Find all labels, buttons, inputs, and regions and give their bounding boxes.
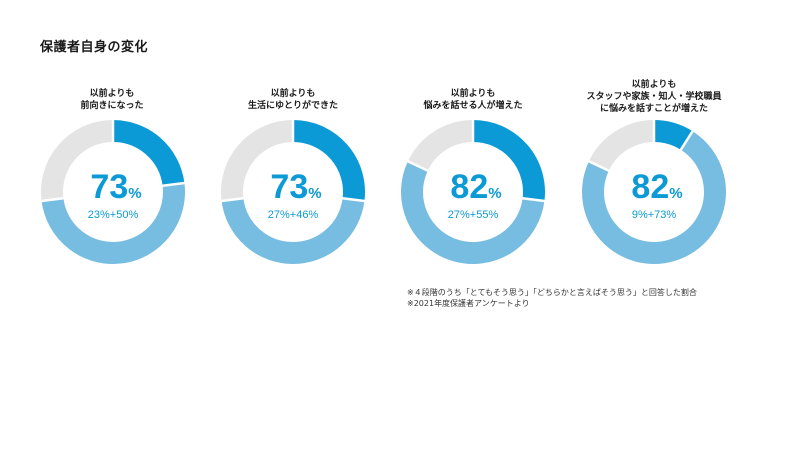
breakdown-value: 9%+73%	[632, 209, 677, 221]
chart-label-line: 生活にゆとりができた	[247, 101, 338, 111]
donut-chart-1: 73% 23%+50%	[40, 119, 186, 264]
slice-strongly-agree	[653, 120, 693, 151]
breakdown-value: 27%+46%	[268, 209, 319, 221]
chart-label-4: 以前よりも スタッフや家族・知人・学校職員 に悩みを話すことが増えた	[554, 79, 754, 115]
chart-label-line: 悩みを話せる人が増えた	[423, 101, 523, 111]
slice-remainder	[588, 120, 655, 172]
total-value: 73%	[90, 168, 141, 206]
footnote-source: ※2021年度保護者アンケートより	[407, 299, 530, 308]
slice-somewhat-agree	[582, 131, 726, 264]
chart-label-1: 以前よりも 前向きになった	[12, 88, 212, 112]
total-value: 82%	[450, 168, 501, 206]
slice-separator	[406, 159, 430, 173]
breakdown-value: 27%+55%	[448, 209, 499, 221]
slice-strongly-agree	[472, 120, 545, 202]
slice-remainder	[221, 120, 294, 202]
slice-separator	[341, 196, 366, 203]
slice-separator	[220, 196, 245, 203]
slice-separator	[40, 196, 65, 203]
slice-somewhat-agree	[401, 161, 545, 264]
slice-separator	[679, 129, 695, 152]
breakdown-value: 23%+50%	[88, 209, 139, 221]
chart-label-line: 以前よりも	[631, 80, 677, 90]
chart-label-line: 以前よりも	[89, 89, 135, 99]
chart-label-line: に悩みを話すことが増えた	[599, 104, 708, 114]
donut-chart-2: 73% 27%+46%	[220, 119, 366, 264]
donut-chart-3: 82% 27%+55%	[401, 119, 546, 264]
slice-strongly-agree	[292, 120, 365, 202]
donut-charts-svg: 73% 23%+50% 73% 27%+46% 82% 27%+55% 82% 9%+73%	[40, 119, 726, 264]
slice-somewhat-agree	[221, 197, 365, 264]
slice-somewhat-agree	[41, 182, 185, 264]
chart-label-line: スタッフや家族・知人・学校職員	[586, 92, 722, 102]
slice-remainder	[41, 120, 114, 202]
total-value: 73%	[270, 168, 321, 206]
donut-chart-4: 82% 9%+73%	[582, 119, 726, 264]
slice-remainder	[407, 120, 474, 172]
slice-separator	[161, 181, 186, 188]
chart-label-2: 以前よりも 生活にゆとりができた	[193, 88, 393, 112]
slice-separator	[521, 196, 546, 203]
chart-label-line: 以前よりも	[450, 89, 496, 99]
total-value: 82%	[631, 168, 682, 206]
chart-label-line: 前向きになった	[80, 101, 144, 111]
chart-label-line: 以前よりも	[270, 89, 316, 99]
footnotes: ※４段階のうち「とてもそう思う」「どちらかと言えばそう思う」と回答した割合 ※2…	[407, 287, 697, 309]
chart-label-3: 以前よりも 悩みを話せる人が増えた	[373, 88, 573, 112]
footnote-method: ※４段階のうち「とてもそう思う」「どちらかと言えばそう思う」と回答した割合	[407, 288, 697, 297]
slice-separator	[587, 159, 611, 173]
page-title: 保護者自身の変化	[40, 40, 149, 55]
slice-strongly-agree	[112, 120, 185, 187]
